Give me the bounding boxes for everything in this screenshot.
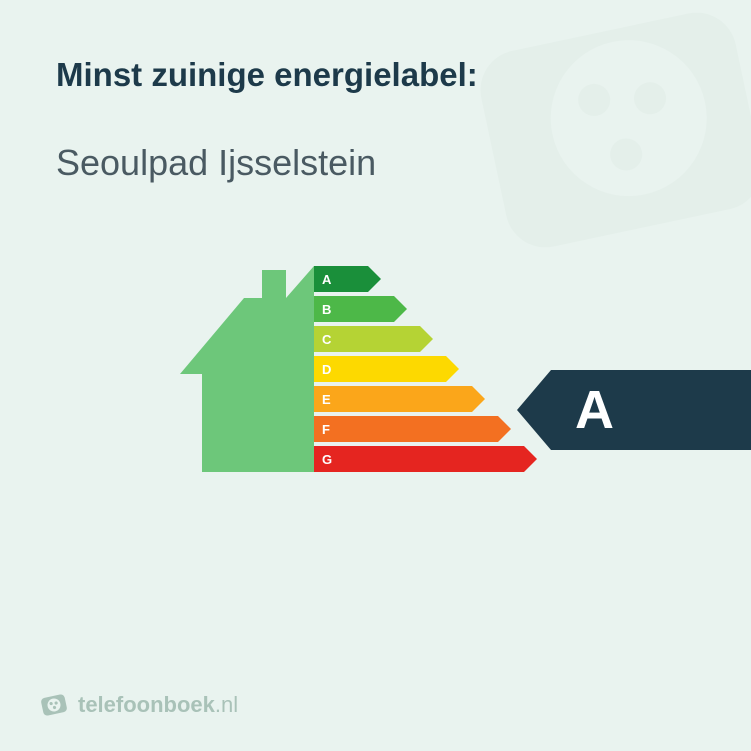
bar-tip xyxy=(446,356,459,382)
brand-text: telefoonboek.nl xyxy=(78,692,238,718)
bar-tip xyxy=(420,326,433,352)
energy-bar-c: C xyxy=(314,326,537,352)
bar-label: D xyxy=(314,356,446,382)
rating-badge: A xyxy=(517,370,751,450)
bar-label: A xyxy=(314,266,368,292)
footer-brand: telefoonboek.nl xyxy=(40,691,238,719)
location-subtitle: Seoulpad Ijsselstein xyxy=(56,142,695,184)
page-title: Minst zuinige energielabel: xyxy=(56,56,695,94)
bar-label: C xyxy=(314,326,420,352)
energy-label-card: Minst zuinige energielabel: Seoulpad Ijs… xyxy=(0,0,751,751)
brand-name-bold: telefoonboek xyxy=(78,692,215,717)
content-area: Minst zuinige energielabel: Seoulpad Ijs… xyxy=(0,0,751,534)
bars-container: ABCDEFG xyxy=(314,266,537,476)
energy-bar-a: A xyxy=(314,266,537,292)
bar-tip xyxy=(368,266,381,292)
bar-label: F xyxy=(314,416,498,442)
house-icon xyxy=(176,254,316,484)
bar-tip xyxy=(472,386,485,412)
bar-tip xyxy=(498,416,511,442)
energy-bar-f: F xyxy=(314,416,537,442)
badge-arrow-tip xyxy=(517,370,551,450)
energy-bar-b: B xyxy=(314,296,537,322)
bar-label: E xyxy=(314,386,472,412)
energy-bar-e: E xyxy=(314,386,537,412)
bar-tip xyxy=(394,296,407,322)
bar-label: B xyxy=(314,296,394,322)
brand-name-light: .nl xyxy=(215,692,238,717)
energy-bar-g: G xyxy=(314,446,537,472)
badge-label: A xyxy=(551,370,751,450)
bar-label: G xyxy=(314,446,524,472)
energy-bar-d: D xyxy=(314,356,537,382)
brand-icon xyxy=(40,691,68,719)
